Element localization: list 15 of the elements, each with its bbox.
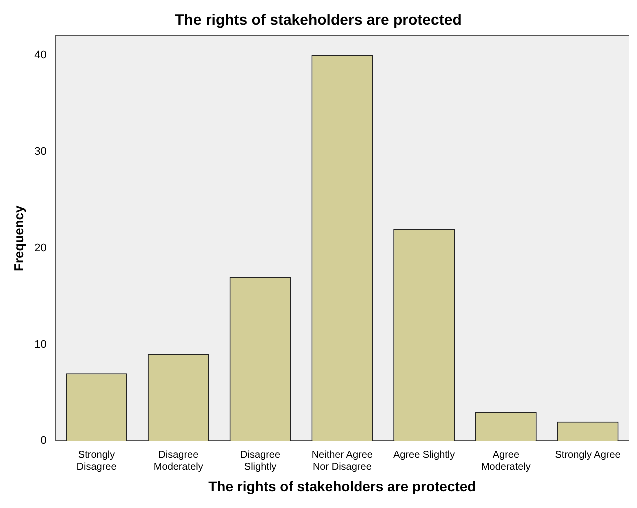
y-tick-label: 20 — [34, 242, 47, 254]
x-tick-label: Disagree Moderately — [154, 450, 204, 473]
y-tick-label: 0 — [40, 435, 47, 448]
y-axis-title: Frequency — [11, 204, 26, 272]
y-tick-label: 40 — [34, 49, 47, 62]
chart-title: The rights of stakeholders are protected — [175, 12, 462, 30]
x-axis-title: The rights of stakeholders are protected — [208, 478, 476, 494]
x-tick-label: Disagree Slightly — [240, 450, 281, 473]
x-tick-label: Agree Moderately — [481, 450, 531, 473]
x-tick-label: Strongly Disagree — [76, 450, 118, 473]
x-tick-label: Strongly Agree — [555, 450, 622, 461]
y-tick-label: 30 — [34, 146, 47, 158]
x-tick-label: Neither Agree Nor Disagree — [312, 450, 374, 473]
x-tick-label: Agree Slightly — [393, 450, 456, 461]
y-tick-label: 10 — [34, 338, 47, 351]
